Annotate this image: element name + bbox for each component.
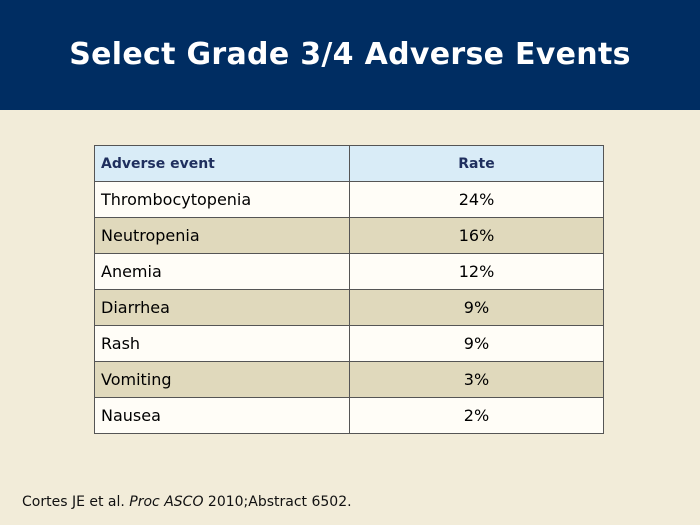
column-header-rate: Rate [349, 145, 604, 182]
event-cell: Nausea [94, 397, 350, 434]
table-header-row: Adverse event Rate [94, 145, 604, 182]
table-row: Nausea 2% [94, 397, 604, 434]
event-cell: Diarrhea [94, 289, 350, 326]
rate-cell: 9% [349, 325, 604, 362]
event-cell: Rash [94, 325, 350, 362]
rate-cell: 24% [349, 181, 604, 218]
adverse-events-table: Adverse event Rate Thrombocytopenia 24% … [94, 145, 604, 434]
rate-cell: 12% [349, 253, 604, 290]
citation-authors: Cortes JE et al. [22, 494, 130, 510]
slide-title: Select Grade 3/4 Adverse Events [69, 36, 631, 72]
table-row: Anemia 12% [94, 253, 604, 290]
event-cell: Neutropenia [94, 217, 350, 254]
rate-cell: 2% [349, 397, 604, 434]
table-row: Thrombocytopenia 24% [94, 181, 604, 218]
event-cell: Vomiting [94, 361, 350, 398]
event-cell: Anemia [94, 253, 350, 290]
table-row: Neutropenia 16% [94, 217, 604, 254]
table-row: Vomiting 3% [94, 361, 604, 398]
event-cell: Thrombocytopenia [94, 181, 350, 218]
column-header-adverse-event: Adverse event [94, 145, 350, 182]
rate-cell: 9% [349, 289, 604, 326]
citation-details: 2010;Abstract 6502. [203, 494, 352, 510]
table-row: Diarrhea 9% [94, 289, 604, 326]
rate-cell: 3% [349, 361, 604, 398]
title-banner: Select Grade 3/4 Adverse Events [0, 0, 700, 110]
citation-journal: Proc ASCO [129, 494, 204, 510]
rate-cell: 16% [349, 217, 604, 254]
table-row: Rash 9% [94, 325, 604, 362]
citation-footnote: Cortes JE et al. Proc ASCO 2010;Abstract… [22, 494, 352, 510]
